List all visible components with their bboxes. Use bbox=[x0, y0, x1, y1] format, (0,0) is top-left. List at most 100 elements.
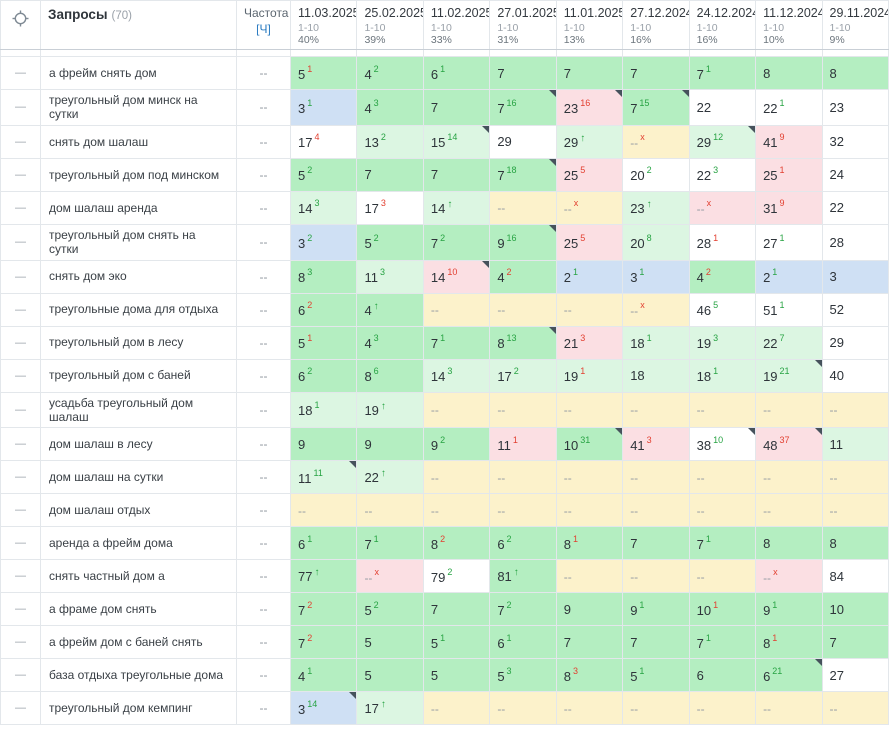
position-cell[interactable]: -- bbox=[821, 391, 889, 429]
position-cell[interactable]: -- bbox=[688, 460, 757, 495]
position-cell[interactable]: 17 2 bbox=[489, 358, 557, 393]
row-drag-handle[interactable]: — bbox=[0, 658, 41, 693]
query-cell[interactable]: снять дом эко bbox=[40, 259, 237, 294]
position-cell[interactable]: 3 14 bbox=[289, 691, 358, 726]
position-cell[interactable]: 15 14 bbox=[422, 124, 491, 159]
position-cell[interactable]: 29 12 bbox=[688, 124, 757, 159]
query-cell[interactable]: треугольные дома для отдыха bbox=[40, 292, 237, 327]
position-cell[interactable]: -- bbox=[755, 691, 823, 726]
query-cell[interactable]: треугольный дом снять на сутки bbox=[40, 223, 237, 261]
position-cell[interactable]: -- bbox=[489, 391, 557, 429]
position-cell[interactable]: 5 bbox=[356, 625, 424, 660]
position-cell[interactable]: -- x bbox=[622, 124, 690, 159]
position-cell[interactable]: 19 21 bbox=[755, 358, 823, 393]
position-cell[interactable]: 7 16 bbox=[489, 89, 557, 126]
position-cell[interactable]: 51 1 bbox=[755, 292, 823, 327]
date-column-header[interactable]: 27.01.2025 1-10 31% bbox=[489, 0, 557, 50]
query-cell[interactable]: треугольный дом минск на сутки bbox=[40, 89, 237, 126]
position-cell[interactable]: -- bbox=[489, 190, 557, 225]
position-cell[interactable]: 10 1 bbox=[688, 592, 757, 627]
position-cell[interactable]: 7 bbox=[622, 56, 690, 90]
target-column-header[interactable] bbox=[0, 0, 41, 50]
query-cell[interactable]: треугольный дом под минском bbox=[40, 157, 237, 192]
position-cell[interactable]: 25 1 bbox=[755, 157, 823, 192]
date-column-header[interactable]: 24.12.2024 1-10 16% bbox=[688, 0, 757, 50]
position-cell[interactable]: -- bbox=[555, 460, 624, 495]
query-cell[interactable]: база отдыха треугольные дома bbox=[40, 658, 237, 693]
position-cell[interactable]: -- bbox=[688, 391, 757, 429]
position-cell[interactable]: -- x bbox=[688, 190, 757, 225]
date-column-header[interactable]: 27.12.2024 1-10 16% bbox=[622, 0, 690, 50]
query-cell[interactable]: треугольный дом с баней bbox=[40, 358, 237, 393]
date-column-header[interactable]: 11.12.2024 1-10 10% bbox=[755, 0, 823, 50]
position-cell[interactable]: 7 bbox=[356, 157, 424, 192]
position-cell[interactable]: 48 37 bbox=[755, 427, 823, 462]
position-cell[interactable]: 9 16 bbox=[489, 223, 557, 261]
position-cell[interactable]: 7 18 bbox=[489, 157, 557, 192]
row-drag-handle[interactable]: — bbox=[0, 190, 41, 225]
position-cell[interactable]: 7 bbox=[555, 56, 624, 90]
query-cell[interactable]: дом шалаш в лесу bbox=[40, 427, 237, 462]
position-cell[interactable]: -- x bbox=[755, 559, 823, 594]
position-cell[interactable]: 23 bbox=[821, 89, 889, 126]
position-cell[interactable]: 5 bbox=[356, 658, 424, 693]
position-cell[interactable]: -- bbox=[622, 559, 690, 594]
position-cell[interactable]: 9 bbox=[356, 427, 424, 462]
position-cell[interactable]: -- bbox=[356, 493, 424, 528]
position-cell[interactable]: 41 9 bbox=[755, 124, 823, 159]
position-cell[interactable]: 17 3 bbox=[356, 190, 424, 225]
row-drag-handle[interactable]: — bbox=[0, 124, 41, 159]
position-cell[interactable]: 7 bbox=[489, 56, 557, 90]
position-cell[interactable]: -- x bbox=[356, 559, 424, 594]
position-cell[interactable]: 7 bbox=[555, 625, 624, 660]
position-cell[interactable]: -- bbox=[489, 292, 557, 327]
position-cell[interactable]: -- bbox=[688, 691, 757, 726]
position-cell[interactable]: 8 13 bbox=[489, 325, 557, 360]
position-cell[interactable]: 13 2 bbox=[356, 124, 424, 159]
position-cell[interactable]: 25 5 bbox=[555, 223, 624, 261]
position-cell[interactable]: -- bbox=[555, 691, 624, 726]
position-cell[interactable]: 8 bbox=[821, 56, 889, 90]
position-cell[interactable]: 18 1 bbox=[289, 391, 358, 429]
position-cell[interactable]: -- bbox=[489, 691, 557, 726]
row-drag-handle[interactable]: — bbox=[0, 526, 41, 561]
position-cell[interactable]: 24 bbox=[821, 157, 889, 192]
position-cell[interactable]: 6 bbox=[688, 658, 757, 693]
position-cell[interactable]: 22 bbox=[688, 89, 757, 126]
position-cell[interactable]: 14 3 bbox=[289, 190, 358, 225]
position-cell[interactable]: 77 ↑ bbox=[289, 559, 358, 594]
position-cell[interactable]: -- bbox=[489, 493, 557, 528]
row-drag-handle[interactable]: — bbox=[0, 493, 41, 528]
position-cell[interactable]: 7 bbox=[422, 157, 491, 192]
row-drag-handle[interactable]: — bbox=[0, 625, 41, 660]
position-cell[interactable]: 11 1 bbox=[489, 427, 557, 462]
position-cell[interactable]: 10 bbox=[821, 592, 889, 627]
row-drag-handle[interactable]: — bbox=[0, 460, 41, 495]
position-cell[interactable]: 79 2 bbox=[422, 559, 491, 594]
position-cell[interactable]: 22 7 bbox=[755, 325, 823, 360]
position-cell[interactable]: -- bbox=[688, 559, 757, 594]
position-cell[interactable]: 32 bbox=[821, 124, 889, 159]
query-cell[interactable]: снять частный дом а bbox=[40, 559, 237, 594]
position-cell[interactable]: 29 bbox=[821, 325, 889, 360]
position-cell[interactable]: 23 ↑ bbox=[622, 190, 690, 225]
position-cell[interactable]: -- bbox=[688, 493, 757, 528]
